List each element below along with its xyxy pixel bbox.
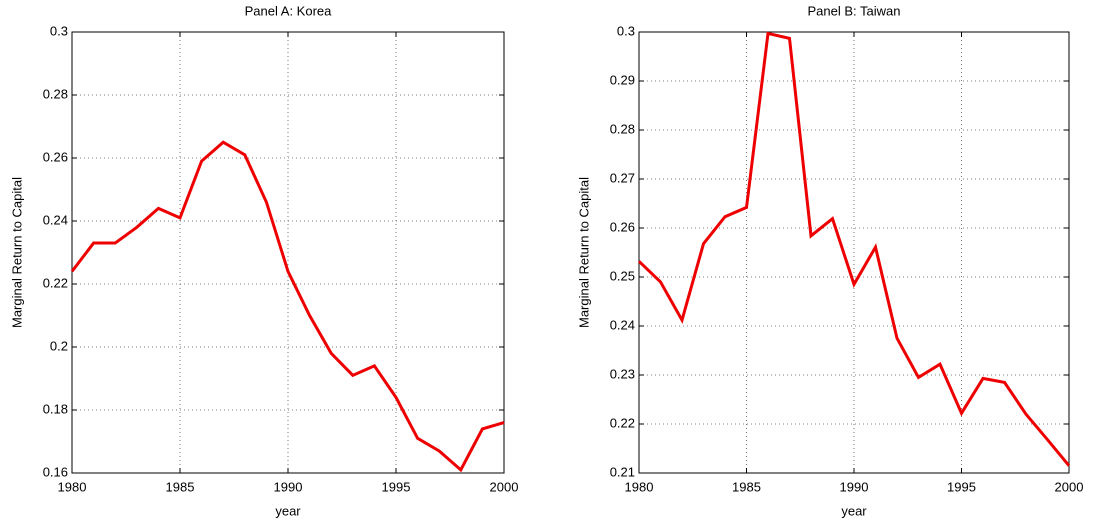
y-tick-label: 0.28 (43, 86, 68, 101)
x-tick-label: 1990 (274, 479, 303, 494)
data-line (637, 31, 1071, 467)
y-tick-label: 0.28 (610, 121, 635, 136)
y-tick-label: 0.26 (610, 219, 635, 234)
y-tick-label: 0.26 (43, 149, 68, 164)
x-tick-label: 1995 (382, 479, 411, 494)
y-tick-label: 0.16 (43, 464, 68, 479)
y-tick-label: 0.18 (43, 401, 68, 416)
y-tick-label: 0.29 (610, 72, 635, 87)
y-axis-label: Marginal Return to Capital (576, 177, 591, 328)
y-tick-label: 0.23 (610, 366, 635, 381)
y-tick-label: 0.3 (617, 23, 635, 38)
y-axis-label: Marginal Return to Capital (9, 177, 24, 328)
x-tick-label: 2000 (1055, 479, 1084, 494)
plot-frame (71, 31, 505, 474)
chart-title: Panel B: Taiwan (808, 3, 901, 18)
y-tick-label: 0.24 (43, 212, 68, 227)
y-tick-label: 0.2 (50, 338, 68, 353)
y-tick-label: 0.22 (610, 415, 635, 430)
data-line (70, 140, 505, 473)
x-tick-label: 1985 (732, 479, 761, 494)
x-tick-label: 1985 (166, 479, 195, 494)
y-tick-label: 0.22 (43, 275, 68, 290)
x-tick-label: 1980 (58, 479, 87, 494)
x-axis-label: year (841, 503, 867, 518)
chart-title: Panel A: Korea (245, 3, 332, 18)
y-tick-label: 0.25 (610, 268, 635, 283)
y-tick-label: 0.3 (50, 23, 68, 38)
x-tick-label: 1995 (947, 479, 976, 494)
x-axis-label: year (275, 503, 301, 518)
y-tick-label: 0.27 (610, 170, 635, 185)
y-tick-label: 0.24 (610, 317, 635, 332)
x-tick-label: 2000 (490, 479, 519, 494)
x-tick-label: 1990 (840, 479, 869, 494)
plot-frame (638, 31, 1070, 474)
x-tick-label: 1980 (625, 479, 654, 494)
y-tick-label: 0.21 (610, 464, 635, 479)
